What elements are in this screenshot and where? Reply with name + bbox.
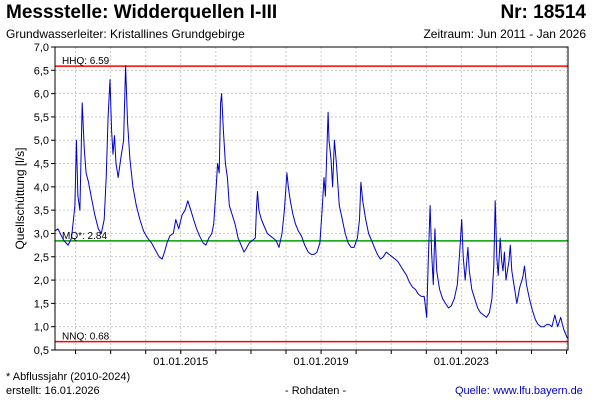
y-axis-label: Quellschüttung [l/s]: [13, 147, 27, 249]
footnote: * Abflussjahr (2010-2024): [6, 371, 131, 383]
y-tick-label: 4,0: [34, 182, 49, 194]
reference-label-nnq: NNQ: 0.68: [62, 332, 110, 343]
station-number: Nr: 18514: [500, 2, 586, 23]
y-tick-label: 3,5: [34, 205, 49, 217]
y-tick-label: 6,5: [34, 65, 49, 77]
created-date: erstellt: 16.01.2026: [6, 385, 100, 397]
reference-label-mq: MQ*: 2.84: [62, 231, 107, 242]
x-tick-label: 01.01.2019: [294, 356, 349, 368]
series-line-0: [54, 65, 568, 339]
period-label: Zeitraum: Jun 2011 - Jan 2026: [423, 27, 586, 41]
source-link[interactable]: www.lfu.bayern.de: [492, 385, 583, 397]
y-tick-label: 1,5: [34, 298, 49, 310]
plot-area: [55, 47, 568, 350]
y-tick-label: 7,0: [34, 42, 49, 54]
x-tick-label: 01.01.2015: [153, 356, 208, 368]
y-tick-label: 1,0: [34, 322, 49, 334]
plot-frame: [54, 46, 569, 351]
y-tick-label: 4,5: [34, 159, 49, 171]
y-tick-label: 2,0: [34, 275, 49, 287]
rawdata-label: - Rohdaten -: [285, 385, 347, 397]
y-tick-label: 0,5: [34, 345, 49, 357]
y-tick-label: 3,0: [34, 228, 49, 240]
y-tick-label: 5,5: [34, 112, 49, 124]
source-credit: Quelle: www.lfu.bayern.de: [455, 385, 583, 397]
y-tick-label: 5,0: [34, 135, 49, 147]
aquifer-label: Grundwasserleiter: Kristallines Grundgeb…: [6, 27, 245, 41]
y-tick-label: 6,0: [34, 89, 49, 101]
x-tick-label: 01.01.2023: [434, 356, 489, 368]
page-title: Messstelle: Widderquellen I-III: [6, 2, 278, 23]
y-tick-label: 2,5: [34, 252, 49, 264]
source-label: Quelle:: [455, 385, 493, 397]
reference-label-hhq: HHQ: 6.59: [62, 56, 110, 67]
